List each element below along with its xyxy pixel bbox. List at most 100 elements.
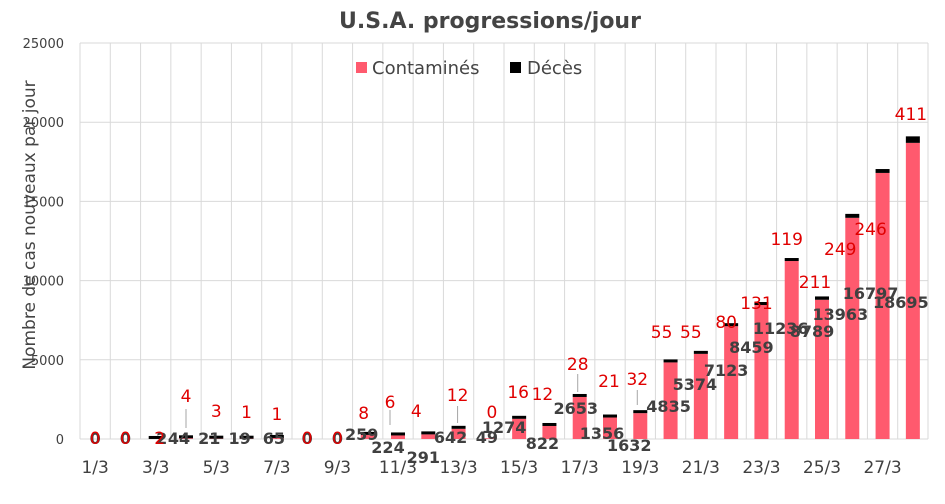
x-tick-label: 23/3: [742, 458, 780, 478]
bar-deces: [421, 431, 436, 435]
data-label-contamines: 8789: [790, 322, 835, 341]
data-label-deces: 28: [567, 355, 589, 375]
data-label-contamines: 21: [198, 429, 220, 448]
data-label-deces: 0: [486, 403, 497, 423]
bar-contamines: [663, 362, 678, 439]
data-label-deces: 2: [154, 429, 165, 449]
bar-deces: [815, 296, 829, 300]
bar-contamines: [845, 217, 860, 439]
bar-deces: [875, 169, 890, 173]
data-label-deces: 16: [507, 383, 529, 403]
y-tick-label: 0: [56, 433, 64, 448]
data-label-deces: 119: [770, 230, 802, 250]
x-tick-label: 1/3: [81, 458, 108, 478]
bar-contamines: [754, 305, 769, 439]
data-label-deces: 55: [651, 323, 673, 343]
x-tick-label: 21/3: [682, 458, 720, 478]
legend: Contaminés Décès: [356, 58, 582, 79]
bar-contamines: [481, 438, 496, 439]
x-tick-label: 5/3: [203, 458, 230, 478]
x-tick-label: 25/3: [803, 458, 841, 478]
bar-deces: [209, 435, 224, 439]
bar-deces: [724, 323, 739, 327]
bar-deces: [693, 350, 708, 354]
bar-contamines: [633, 413, 648, 439]
data-label-deces: 80: [715, 313, 737, 333]
data-label-contamines: 259: [345, 425, 378, 444]
y-tick-label: 10000: [23, 275, 64, 290]
legend-swatch-contamines: [356, 62, 367, 73]
bar-deces: [269, 434, 284, 438]
data-label-contamines: 49: [476, 428, 498, 447]
bar-deces: [360, 431, 375, 435]
bar-deces: [663, 359, 678, 363]
data-label-contamines: 2: [156, 429, 167, 448]
bar-deces: [542, 422, 557, 426]
y-tick-label: 20000: [23, 116, 64, 131]
y-axis-label: Nombre de cas nouveaux par jour: [20, 80, 40, 369]
x-tick-label: 19/3: [621, 458, 659, 478]
bar-contamines: [724, 326, 739, 439]
data-label-contamines: 11236: [753, 319, 809, 338]
data-label-contamines: 0: [90, 429, 101, 448]
data-label-deces: 0: [302, 429, 313, 449]
data-label-contamines: 1356: [580, 424, 625, 443]
data-label-contamines: 16797: [843, 284, 899, 303]
bar-deces: [845, 213, 860, 218]
data-label-contamines: 19: [228, 429, 250, 448]
legend-swatch-deces: [510, 62, 521, 73]
data-label-deces: 32: [626, 370, 648, 390]
data-label-contamines: 0: [302, 429, 313, 448]
data-label-contamines: 822: [526, 434, 559, 453]
data-label-deces: 1: [271, 405, 282, 425]
data-label-contamines: 224: [371, 438, 404, 457]
legend-label-contamines: Contaminés: [372, 58, 479, 79]
x-tick-label: 9/3: [324, 458, 351, 478]
bar-deces: [633, 410, 648, 414]
data-label-deces: 21: [598, 372, 620, 392]
data-label-deces: 4: [411, 402, 422, 422]
bar-contamines: [179, 438, 193, 439]
data-label-contamines: 1632: [607, 436, 652, 455]
bar-deces: [148, 435, 163, 439]
data-label-deces: 4: [181, 387, 192, 407]
data-label-deces: 55: [680, 323, 702, 343]
data-label-deces: 12: [532, 385, 554, 405]
bar-contamines: [269, 437, 284, 439]
data-label-contamines: 44: [168, 429, 190, 448]
data-label-deces: 131: [740, 294, 772, 314]
bar-contamines: [542, 425, 557, 439]
data-label-deces: 0: [120, 429, 131, 449]
bar-contamines: [603, 417, 617, 439]
data-label-deces: 211: [799, 273, 831, 293]
bar-deces: [391, 432, 405, 436]
y-tick-label: 15000: [23, 195, 64, 210]
bar-deces: [784, 258, 799, 262]
legend-label-deces: Décès: [527, 58, 582, 79]
bar-contamines: [905, 142, 920, 439]
data-label-contamines: 4835: [646, 397, 691, 416]
bar-contamines: [421, 434, 436, 439]
y-tick-label: 5000: [31, 354, 64, 369]
data-label-contamines: 18695: [873, 293, 929, 312]
bar-deces: [512, 415, 527, 419]
x-axis-ticks: 1/3 3/3 5/3 7/3 9/3 11/3 13/3 15/3 17/3 19/3 21/3 2…: [81, 458, 901, 478]
bar-contamines: [391, 435, 405, 439]
x-tick-label: 13/3: [439, 458, 477, 478]
data-label-deces: 8: [358, 404, 369, 424]
data-label-contamines: 0: [120, 429, 131, 448]
bar-deces: [572, 393, 587, 397]
x-tick-label: 11/3: [379, 458, 417, 478]
data-label-deces: 246: [854, 220, 886, 240]
bar-deces: [179, 435, 193, 439]
bar-deces: [905, 136, 920, 143]
bar-deces: [603, 414, 617, 418]
bar-contamines: [512, 418, 527, 439]
x-tick-label: 15/3: [500, 458, 538, 478]
bar-deces: [239, 435, 254, 439]
data-label-contamines: 5374: [673, 375, 718, 394]
data-label-deces: 411: [895, 105, 927, 125]
